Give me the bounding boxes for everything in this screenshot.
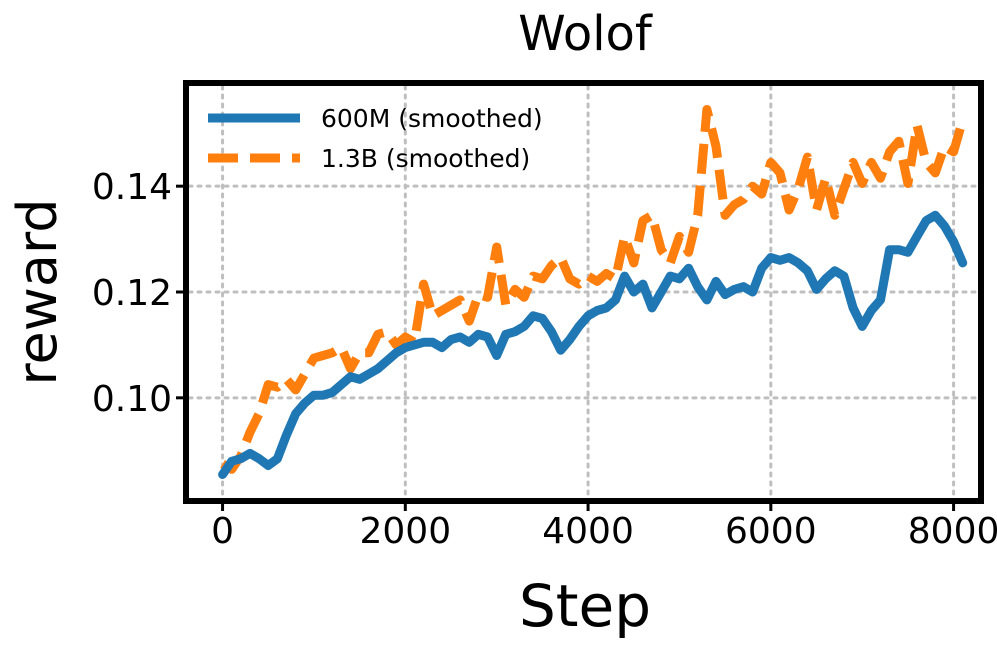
legend-label: 1.3B (smoothed): [321, 144, 530, 173]
series-layer: [218, 105, 968, 479]
x-tick-label: 2000: [359, 511, 451, 552]
legend-label: 600M (smoothed): [321, 104, 543, 133]
y-axis-label: reward: [6, 198, 69, 385]
x-tick-label: 0: [211, 511, 234, 552]
series-600m-line: [218, 210, 968, 479]
x-axis-label: Step: [519, 572, 651, 640]
y-tick-label: 0.14: [92, 167, 172, 208]
y-tick-label: 0.12: [92, 273, 172, 314]
legend-600m: 600M (smoothed): [208, 104, 543, 133]
x-tick-label: 8000: [908, 511, 997, 552]
legend: 600M (smoothed) 1.3B (smoothed): [208, 104, 543, 173]
y-tick-label: 0.10: [92, 379, 172, 420]
plot-frame: [183, 80, 984, 504]
x-tick-label: 6000: [725, 511, 817, 552]
x-tick-label: 4000: [542, 511, 634, 552]
legend-1-3b: 1.3B (smoothed): [208, 144, 530, 173]
chart-title: Wolof: [518, 6, 653, 62]
tick-layer: 0 2000 4000 6000 8000 0.10 0.12 0.14: [92, 167, 997, 552]
grid-layer: [187, 84, 980, 500]
series-1-3b-line: [220, 105, 968, 474]
